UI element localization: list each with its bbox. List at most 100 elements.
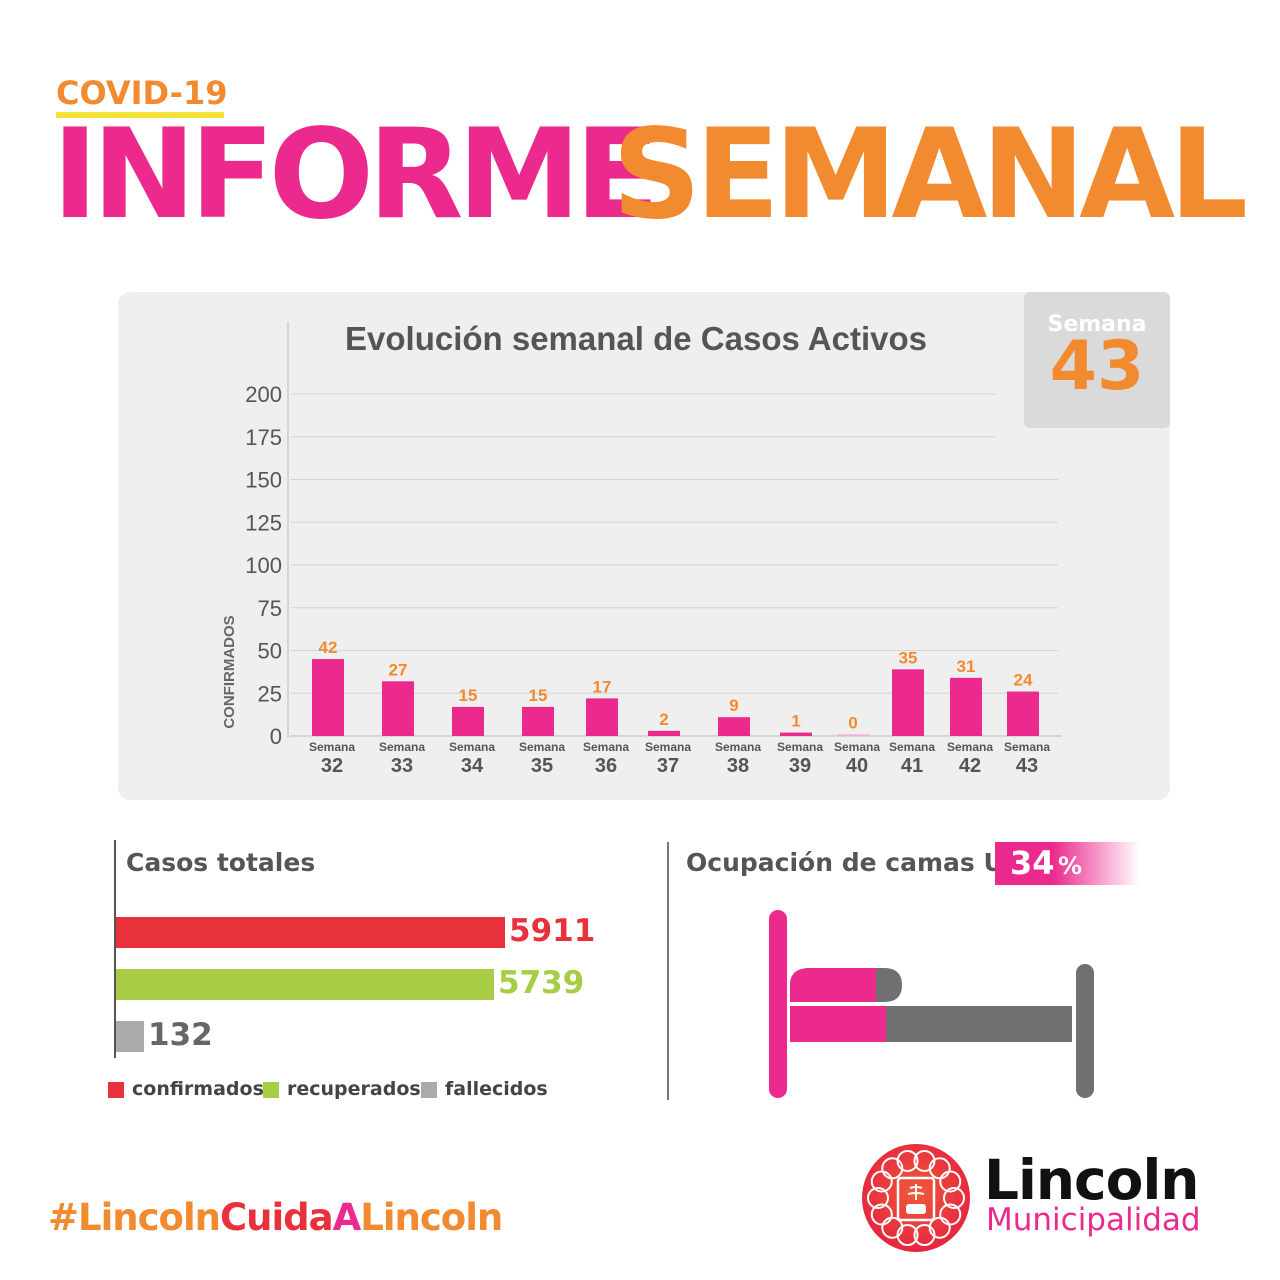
x-tick-label: 33 xyxy=(391,755,413,777)
bar xyxy=(892,669,924,736)
week-badge-label: Semana xyxy=(1047,312,1147,337)
y-tick-label: 75 xyxy=(258,596,282,621)
y-tick-label: 50 xyxy=(258,639,282,664)
bar-value-label: 9 xyxy=(729,696,738,715)
logo-name: Lincoln xyxy=(984,1148,1199,1212)
y-tick-label: 200 xyxy=(245,382,282,407)
legend-swatch-confirmados xyxy=(108,1082,124,1098)
x-tick-label: 40 xyxy=(846,755,868,777)
seal-ring xyxy=(870,1203,893,1226)
bar-value-label: 27 xyxy=(389,660,408,679)
x-tick-label: 38 xyxy=(727,755,749,777)
bar xyxy=(718,717,750,736)
x-tick-label: 39 xyxy=(789,755,811,777)
bar xyxy=(648,730,680,736)
bar-value-label: 42 xyxy=(319,638,338,657)
legend-swatch-recuperados xyxy=(263,1082,279,1098)
seal-ring xyxy=(881,1216,904,1239)
kicker-underline xyxy=(56,112,224,118)
x-tick-prefix: Semana xyxy=(519,740,565,754)
uti-percent-symbol: % xyxy=(1058,852,1083,880)
x-tick-label: 35 xyxy=(531,755,553,777)
x-tick-prefix: Semana xyxy=(777,740,823,754)
chart-title: Evolución semanal de Casos Activos xyxy=(345,320,927,357)
total-value-recuperados: 5739 xyxy=(498,965,585,1001)
title-informe: INFORME xyxy=(52,103,660,247)
uti-divider xyxy=(667,842,669,1100)
bar-value-label: 17 xyxy=(593,677,612,696)
legend-label-recuperados: recuperados xyxy=(287,1078,421,1100)
bar-value-label: 2 xyxy=(659,710,668,729)
title-semanal: SEMANAL xyxy=(612,103,1248,247)
bar xyxy=(382,681,414,736)
uti-percent: 34 xyxy=(1010,844,1055,882)
bar-value-label: 31 xyxy=(957,657,976,676)
x-tick-label: 34 xyxy=(461,755,484,777)
seal-ring xyxy=(867,1187,889,1209)
uti-percent-badge xyxy=(995,842,1140,885)
y-tick-label: 175 xyxy=(245,425,282,450)
uti-title: Ocupación de camas UTI xyxy=(686,848,1031,877)
x-tick-label: 41 xyxy=(901,755,923,777)
seal-ring xyxy=(939,1170,962,1193)
seal-ring xyxy=(943,1187,965,1209)
hashtag-part-1: #Lincoln xyxy=(48,1196,221,1239)
bar-value-label: 0 xyxy=(848,713,857,732)
y-tick-label: 25 xyxy=(258,681,282,706)
bar-value-label: 15 xyxy=(459,686,478,705)
legend-swatch-fallecidos xyxy=(421,1082,437,1098)
y-axis-label: CONFIRMADOS xyxy=(221,615,238,728)
week-badge: Semana 43 xyxy=(1024,292,1170,428)
bar xyxy=(586,698,618,736)
bed-blanket xyxy=(790,968,876,1002)
total-value-confirmados: 5911 xyxy=(509,913,596,949)
total-bar-recuperados xyxy=(116,969,494,1000)
bar-value-label: 1 xyxy=(791,712,800,731)
bar-value-label: 15 xyxy=(529,686,548,705)
x-tick-prefix: Semana xyxy=(1004,740,1050,754)
y-tick-label: 150 xyxy=(245,468,282,493)
x-tick-prefix: Semana xyxy=(947,740,993,754)
bar xyxy=(950,677,982,736)
totals-title: Casos totales xyxy=(126,848,316,877)
x-tick-prefix: Semana xyxy=(645,740,691,754)
x-tick-prefix: Semana xyxy=(834,740,880,754)
hashtag: #LincolnCuidaALincoln xyxy=(48,1196,503,1239)
x-tick-prefix: Semana xyxy=(449,740,495,754)
x-tick-label: 37 xyxy=(657,755,679,777)
bed-occupancy-fill xyxy=(790,1006,886,1042)
logo-subtitle: Municipalidad xyxy=(986,1202,1201,1238)
y-tick-label: 125 xyxy=(245,510,282,535)
y-tick-label: 100 xyxy=(245,553,282,578)
bar xyxy=(522,706,554,736)
seal-ring xyxy=(870,1170,893,1193)
x-tick-label: 43 xyxy=(1016,755,1038,777)
bar-value-label: 35 xyxy=(899,648,918,667)
total-value-fallecidos: 132 xyxy=(148,1017,213,1053)
seal-ring xyxy=(939,1203,962,1226)
total-bar-confirmados xyxy=(116,917,505,948)
chart-panel xyxy=(118,292,1170,800)
hashtag-part-2: Cuida xyxy=(219,1196,334,1239)
x-tick-label: 32 xyxy=(321,755,343,777)
bar xyxy=(312,659,344,736)
hashtag-part-3: A xyxy=(332,1196,362,1239)
x-tick-prefix: Semana xyxy=(309,740,355,754)
totals-divider xyxy=(114,840,116,1058)
week-badge-number: 43 xyxy=(1049,327,1145,406)
bar xyxy=(837,734,869,736)
x-tick-prefix: Semana xyxy=(583,740,629,754)
x-tick-prefix: Semana xyxy=(889,740,935,754)
bar xyxy=(452,706,484,736)
legend-label-fallecidos: fallecidos xyxy=(445,1078,548,1100)
covid-kicker: COVID-19 xyxy=(56,74,228,112)
total-bar-fallecidos xyxy=(116,1021,144,1052)
bed-headboard xyxy=(769,910,787,1098)
legend-label-confirmados: confirmados xyxy=(132,1078,264,1100)
seal-ring xyxy=(913,1224,936,1247)
lincoln-seal-icon xyxy=(862,1144,970,1252)
x-tick-label: 42 xyxy=(959,755,981,777)
bar-value-label: 24 xyxy=(1014,671,1033,690)
x-tick-prefix: Semana xyxy=(379,740,425,754)
